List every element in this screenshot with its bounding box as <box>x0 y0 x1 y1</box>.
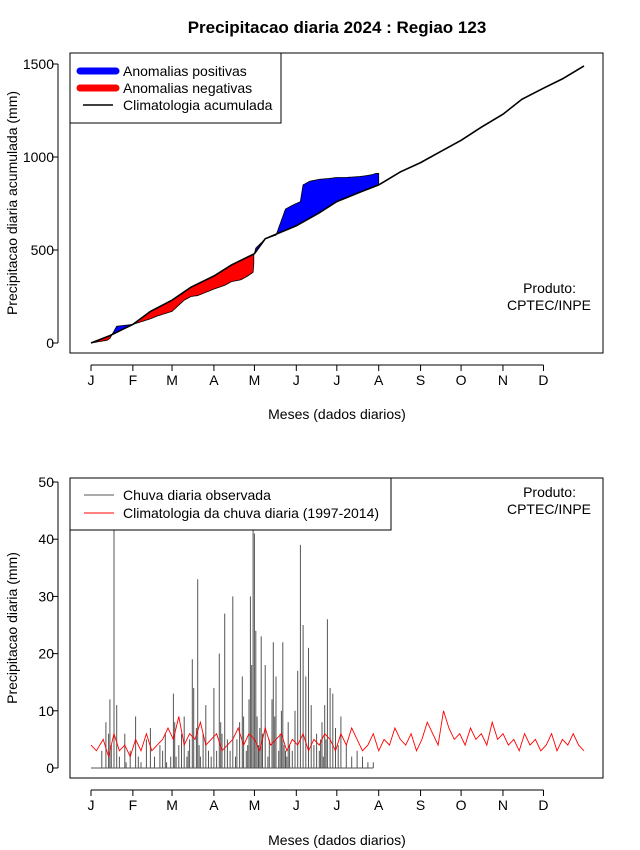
x-tick-label: J <box>293 372 300 388</box>
y-tick-label: 0 <box>46 335 54 351</box>
legend-box <box>69 52 282 124</box>
x-tick-label: S <box>416 797 425 813</box>
cumulative-chart: Precipitacao diaria 2024 : Regiao 123 0 5… <box>4 18 604 422</box>
x-tick-label: A <box>209 797 219 813</box>
x-tick-label: M <box>166 797 178 813</box>
y-tick-label: 20 <box>38 646 54 662</box>
legend-label-climatology: Climatologia acumulada <box>123 97 273 113</box>
y-axis-label: Precipitacao diaria acumulada (mm) <box>4 91 20 315</box>
legend-box <box>69 477 392 531</box>
credit-line-2: CPTEC/INPE <box>507 501 591 517</box>
x-axis-label: Meses (dados diarios) <box>268 832 406 848</box>
credit-line-1: Produto: <box>523 484 576 500</box>
x-axis-label: Meses (dados diarios) <box>268 406 406 422</box>
x-tick-label: O <box>456 372 467 388</box>
x-tick-label: F <box>129 797 138 813</box>
y-tick-label: 1500 <box>23 56 54 72</box>
x-tick-label: J <box>88 797 95 813</box>
y-tick-label: 0 <box>46 760 54 776</box>
series-layer <box>90 65 585 344</box>
x-tick-label: M <box>166 372 178 388</box>
series-layer <box>90 527 585 769</box>
x-tick-label: N <box>498 797 508 813</box>
x-tick-label: J <box>88 372 95 388</box>
x-tick-label: A <box>209 372 219 388</box>
credit-line-1: Produto: <box>523 280 576 296</box>
x-tick-label: J <box>333 797 340 813</box>
climatology-line <box>90 65 585 344</box>
legend-label-climatology: Climatologia da chuva diaria (1997-2014) <box>123 505 379 521</box>
y-tick-label: 30 <box>38 588 54 604</box>
anomaly-fill-layer <box>91 172 380 344</box>
x-tick-label: D <box>538 797 548 813</box>
y-tick-label: 10 <box>38 703 54 719</box>
climatology-daily-line <box>90 710 585 759</box>
y-tick-label: 50 <box>38 474 54 490</box>
legend: Anomalias positivas Anomalias negativas … <box>69 52 282 124</box>
x-tick-label: J <box>293 797 300 813</box>
y-tick-label: 500 <box>31 242 55 258</box>
y-axis: 0 500 1000 1500 <box>23 56 59 351</box>
x-tick-label: O <box>456 797 467 813</box>
x-tick-label: J <box>333 372 340 388</box>
x-tick-label: A <box>374 797 384 813</box>
legend-label-positive: Anomalias positivas <box>123 63 247 79</box>
negative-anomaly-area <box>133 253 255 325</box>
x-tick-label: D <box>538 372 548 388</box>
y-axis-label: Precipitacao diaria (mm) <box>4 552 20 704</box>
y-tick-label: 40 <box>38 531 54 547</box>
credit-line-2: CPTEC/INPE <box>507 297 591 313</box>
x-tick-label: M <box>249 797 261 813</box>
plot-frame <box>69 52 604 354</box>
x-tick-label: S <box>416 372 425 388</box>
legend-label-negative: Anomalias negativas <box>123 80 252 96</box>
y-tick-label: 1000 <box>23 149 54 165</box>
daily-chart: 0 10 20 30 40 50 J F M A M J J A S O N D Meses (dados di… <box>4 474 604 848</box>
x-tick-label: M <box>249 372 261 388</box>
x-tick-label: F <box>129 372 138 388</box>
legend-label-observed: Chuva diaria observada <box>123 487 271 503</box>
positive-anomaly-area <box>276 172 380 235</box>
x-tick-label: A <box>374 372 384 388</box>
chart-title: Precipitacao diaria 2024 : Regiao 123 <box>188 18 487 37</box>
y-axis: 0 10 20 30 40 50 <box>38 474 59 776</box>
x-tick-label: N <box>498 372 508 388</box>
legend: Chuva diaria observada Climatologia da c… <box>69 477 392 531</box>
